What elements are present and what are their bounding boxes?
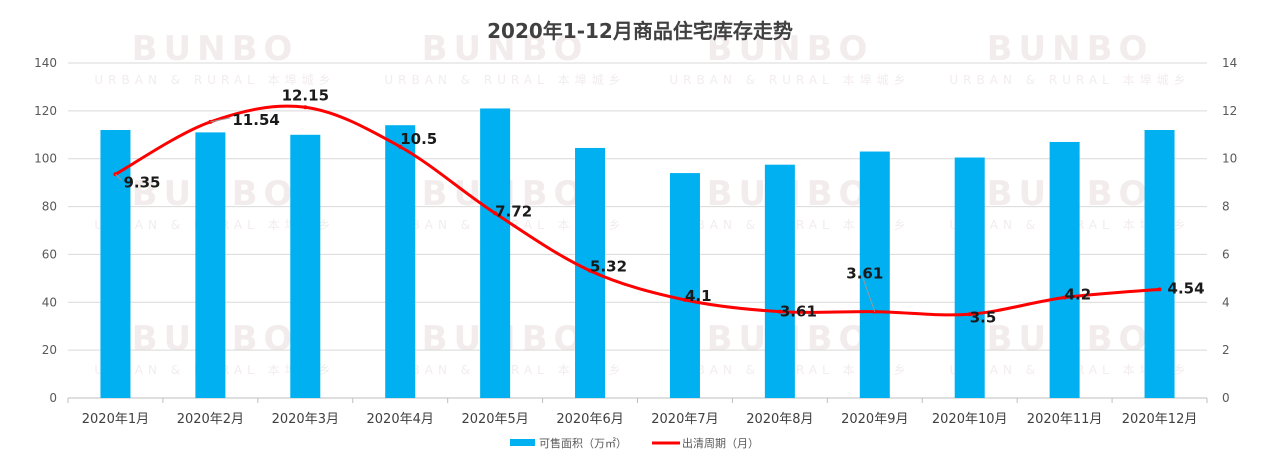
bar [954, 157, 985, 398]
right-tick-label: 10 [1222, 152, 1237, 166]
leader-line [862, 277, 876, 312]
line-point [682, 297, 687, 302]
watermark-logo: BUNBO [987, 29, 1154, 69]
legend-label-bar: 可售面积（万㎡） [539, 436, 627, 450]
watermark-logo: BUNBO [132, 29, 299, 69]
bar [385, 125, 416, 398]
category-label: 2020年10月 [932, 412, 1008, 427]
data-label: 9.35 [123, 173, 160, 191]
right-tick-label: 4 [1222, 295, 1230, 309]
right-tick-label: 6 [1222, 247, 1230, 261]
right-tick-label: 12 [1222, 104, 1237, 118]
legend-swatch-bar [510, 439, 535, 446]
bar-series [100, 108, 1175, 399]
left-tick-label: 80 [42, 200, 57, 214]
watermark-logo: BUNBO [707, 29, 874, 69]
legend-label-line: 出清周期（月） [682, 436, 759, 450]
line-point [967, 312, 972, 317]
bar [669, 173, 700, 398]
line-path [114, 104, 1160, 317]
watermark: BUNBO URBAN & RURAL 本埠城乡 BUNBO URBAN & RURA… [94, 29, 1190, 377]
category-label: 2020年5月 [461, 412, 528, 427]
bar [1144, 130, 1175, 398]
bar [480, 108, 511, 398]
right-tick-label: 14 [1222, 56, 1237, 70]
legend: 可售面积（万㎡） 出清周期（月） [510, 436, 759, 450]
line-point [493, 211, 498, 216]
line-point [398, 144, 403, 149]
line-point [777, 309, 782, 314]
right-tick-label: 0 [1222, 391, 1230, 405]
left-axis: 0 20 40 60 80 100 120 140 [34, 56, 57, 405]
category-label: 2020年9月 [841, 412, 908, 427]
data-label: 4.1 [685, 287, 712, 305]
category-label: 2020年1月 [82, 412, 149, 427]
data-label: 4.54 [1168, 279, 1205, 297]
data-label: 3.61 [780, 303, 817, 321]
right-axis: 0 2 4 6 8 10 12 14 [1222, 56, 1237, 405]
category-label: 2020年4月 [367, 412, 434, 427]
right-tick-label: 8 [1222, 200, 1230, 214]
data-label: 7.72 [495, 202, 532, 220]
bar [859, 151, 890, 398]
data-label: 5.32 [590, 258, 627, 276]
left-tick-label: 140 [34, 56, 57, 70]
bar [1049, 141, 1080, 398]
line-point [303, 105, 308, 110]
leader-line [210, 117, 231, 123]
line-point [1157, 287, 1162, 292]
right-tick-label: 2 [1222, 343, 1230, 357]
leader-line [115, 173, 122, 181]
left-tick-label: 0 [49, 391, 57, 405]
watermark-text: URBAN & RURAL 本埠城乡 [94, 73, 335, 87]
bar [195, 132, 226, 398]
left-tick-label: 20 [42, 343, 57, 357]
x-axis: 2020年1月 2020年2月 2020年3月 2020年4月 2020年5月 2020年… [67, 398, 1208, 427]
category-label: 2020年2月 [177, 412, 244, 427]
line-point [588, 268, 593, 273]
bar [764, 164, 795, 398]
watermark-logo: BUNBO [422, 29, 589, 69]
left-tick-label: 120 [34, 104, 57, 118]
category-label: 2020年7月 [651, 412, 718, 427]
category-label: 2020年12月 [1122, 412, 1198, 427]
left-tick-label: 100 [34, 152, 57, 166]
data-label: 3.61 [846, 265, 883, 283]
line-point [1062, 295, 1067, 300]
bar [575, 147, 606, 398]
data-label: 3.5 [970, 308, 997, 326]
watermark-text: URBAN & RURAL 本埠城乡 [949, 73, 1190, 87]
category-label: 2020年6月 [556, 412, 623, 427]
category-label: 2020年8月 [746, 412, 813, 427]
data-label: 4.2 [1065, 286, 1092, 304]
left-tick-label: 40 [42, 295, 57, 309]
category-label: 2020年11月 [1027, 412, 1103, 427]
category-label: 2020年3月 [272, 412, 339, 427]
bar [100, 130, 131, 398]
bar [290, 134, 321, 399]
watermark-text: URBAN & RURAL 本埠城乡 [384, 73, 625, 87]
data-label: 11.54 [232, 111, 279, 129]
watermark-text: URBAN & RURAL 本埠城乡 [669, 73, 910, 87]
data-label: 10.5 [400, 130, 437, 148]
data-label: 12.15 [282, 86, 329, 104]
chart-title: 2020年1-12月商品住宅库存走势 [487, 19, 793, 43]
left-tick-label: 60 [42, 247, 57, 261]
